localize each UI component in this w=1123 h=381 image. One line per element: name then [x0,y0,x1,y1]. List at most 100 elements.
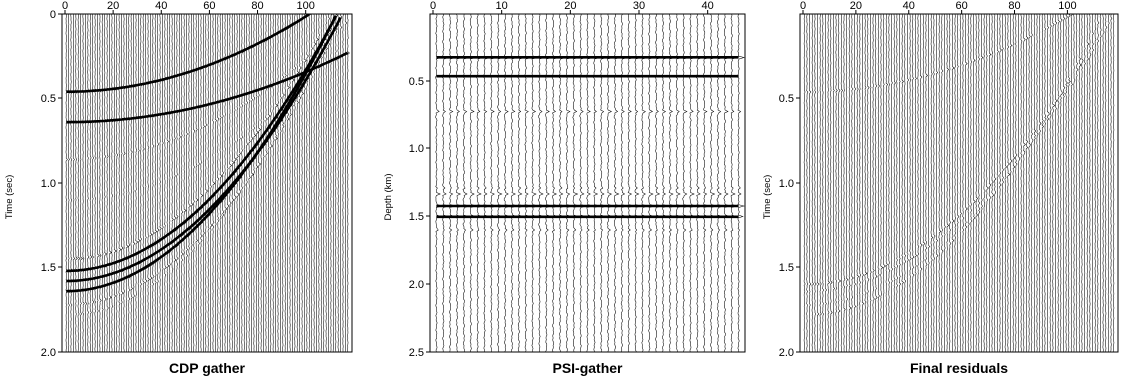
trace [147,14,151,352]
y-tick-label: 2.0 [41,347,56,359]
trace [84,14,88,352]
trace [219,14,223,352]
trace [579,14,588,352]
trace [65,14,69,352]
event-line [66,14,310,93]
trace [195,14,199,352]
trace [896,14,899,352]
trace [75,14,79,352]
trace [877,14,880,352]
trace [1081,14,1084,352]
trace [1009,14,1013,352]
trace [200,14,204,352]
trace [106,14,110,352]
panel-title: PSI-gather [552,360,623,376]
trace [980,14,984,352]
trace [171,14,175,352]
y-tick-label: 1.5 [779,262,794,274]
trace [87,14,91,352]
trace [198,14,201,352]
panel-1: 0 20 40 60 80 100 0 0.5 1.0 1.5 2.0 Time (sec) CDP g… [4,0,353,376]
trace [238,14,242,352]
trace [1089,14,1092,352]
trace [883,14,886,352]
trace [1036,14,1039,352]
trace [991,14,994,352]
trace [1084,14,1086,352]
x-tick-label: 0 [62,0,68,12]
trace [275,14,278,352]
trace [538,14,546,352]
trace [169,14,173,352]
trace [925,14,928,352]
trace [904,14,907,352]
trace [67,14,71,352]
x-tick-label: 20 [850,0,862,12]
trace [245,14,250,352]
trace [824,14,827,352]
trace [207,14,211,352]
trace [996,14,999,352]
y-axis-label: Time (sec) [4,175,15,220]
trace [330,14,333,352]
trace [320,14,324,352]
trace [967,14,970,352]
x-tick-label: 40 [155,0,167,12]
trace [951,14,955,352]
trace [819,14,822,352]
trace [1020,14,1023,352]
trace [303,14,307,352]
trace [668,14,677,352]
trace [157,14,160,352]
x-tick-label: 20 [564,0,576,12]
trace [949,14,952,352]
trace [125,14,129,352]
trace [490,14,498,352]
trace [988,14,992,352]
trace [113,14,117,352]
trace [91,14,96,352]
trace [809,14,812,352]
y-tick-label: 0.5 [409,76,424,88]
trace [702,14,711,352]
trace [880,14,884,352]
trace [214,14,218,352]
trace [176,14,180,352]
trace [253,14,257,352]
trace [217,14,220,352]
trace [901,14,904,352]
y-tick-label: 2.5 [409,347,424,359]
trace [299,14,303,352]
trace [255,14,259,352]
trace [1102,14,1105,352]
trace [152,14,155,352]
trace [248,14,252,352]
trace [627,14,636,352]
x-tick-label: 40 [702,0,714,12]
trace [145,14,148,352]
trace [193,14,197,352]
trace [524,14,533,352]
trace [975,14,979,352]
trace [859,14,861,352]
trace [959,14,962,352]
trace [613,14,622,352]
trace [118,14,122,352]
traces [65,14,350,352]
event-line [66,51,349,124]
trace [1062,14,1066,352]
trace [935,14,939,352]
trace [827,14,830,352]
x-tick-label: 0 [430,0,436,12]
trace [267,14,271,352]
event-line [66,15,337,293]
event-line [66,16,342,283]
x-tick-label: 80 [251,0,263,12]
plot-frame [799,13,1119,353]
trace [954,14,957,352]
trace [132,14,136,352]
trace [710,14,718,352]
panel-3: 0 20 40 60 80 100 0.5 1.0 1.5 2.0 Time (sec) Final … [762,0,1119,376]
y-tick-label: 1.5 [409,211,424,223]
trace [205,14,209,352]
